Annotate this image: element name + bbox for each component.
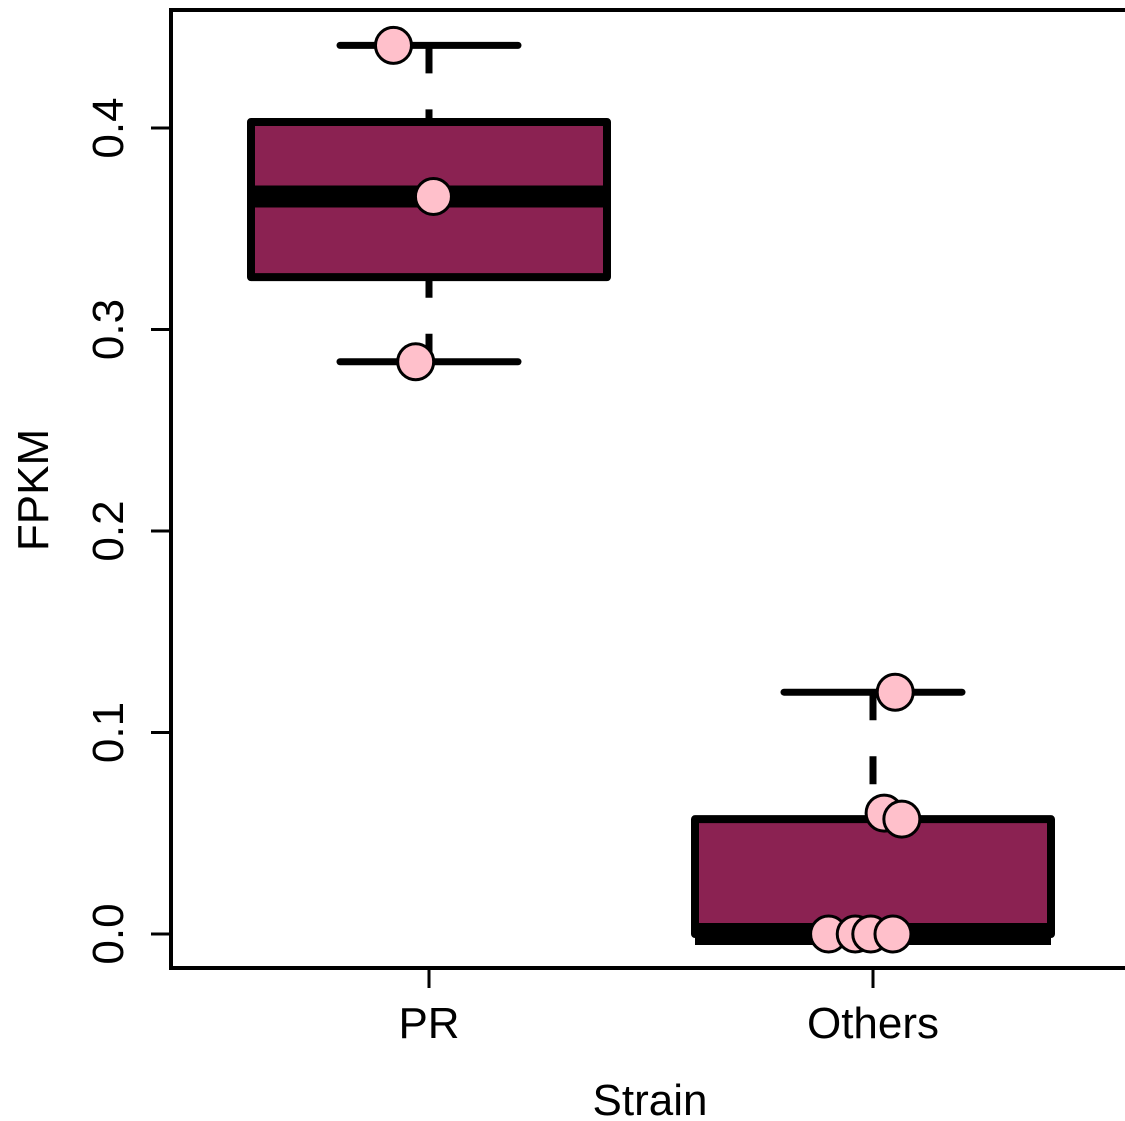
x-tick-label-pr: PR (398, 999, 459, 1048)
plot-area (247, 25, 1055, 954)
data-point (882, 799, 922, 839)
y-axis-label: FPKM (9, 429, 58, 551)
axes: 0.0 0.1 0.2 0.3 0.4 PR Others (84, 8, 1125, 1048)
data-point (875, 672, 915, 712)
y-tick-label: 0.1 (84, 702, 133, 763)
y-tick-label: 0.2 (84, 500, 133, 561)
y-tick-label: 0.3 (84, 299, 133, 360)
y-tick-label: 0.0 (84, 903, 133, 964)
data-point (396, 342, 436, 382)
x-axis-label: Strain (593, 1076, 708, 1121)
data-point (373, 25, 413, 65)
y-tick-label: 0.4 (84, 97, 133, 158)
data-point (413, 177, 453, 217)
x-tick-label-others: Others (807, 999, 939, 1048)
data-point (873, 914, 913, 954)
axis-frame (169, 8, 1125, 970)
